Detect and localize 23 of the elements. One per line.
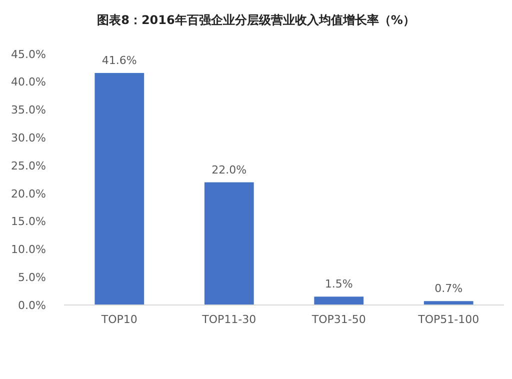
data-label: 1.5% [324,278,353,291]
y-tick-label: 40.0% [11,76,46,89]
bar [204,182,254,305]
x-tick-label: TOP51-100 [417,313,480,326]
x-tick-label: TOP31-50 [310,313,366,326]
y-tick-label: 20.0% [11,187,46,200]
data-label: 41.6% [102,54,137,67]
bar [314,296,364,305]
chart-title: 图表8：2016年百强企业分层级营业收入均值增长率（%） [97,13,415,27]
y-tick-label: 45.0% [11,48,46,61]
y-tick-label: 30.0% [11,132,46,145]
bar [424,301,474,305]
y-tick-label: 35.0% [11,104,46,117]
y-tick-label: 10.0% [11,243,46,256]
x-tick-label: TOP10 [100,313,138,326]
y-tick-label: 25.0% [11,159,46,172]
y-tick-label: 5.0% [18,270,46,284]
data-label: 0.7% [434,282,463,296]
y-tick-label: 15.0% [11,215,46,228]
bar [94,72,144,305]
x-tick-label: TOP11-30 [201,313,256,326]
data-label: 22.0% [212,163,247,176]
y-tick-label: 0.0% [18,298,46,312]
